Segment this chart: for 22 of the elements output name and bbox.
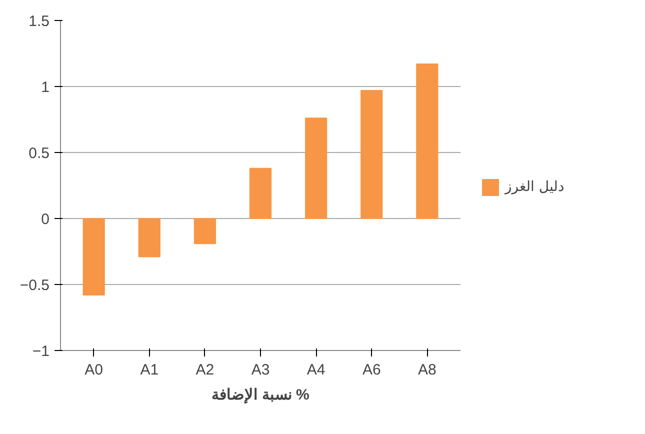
y-tick-label: −0.5 xyxy=(20,277,50,294)
y-tick-label: −1 xyxy=(32,343,50,360)
bar xyxy=(360,90,383,219)
bar xyxy=(194,218,216,244)
x-tick-label: A2 xyxy=(196,362,214,378)
x-tick-label: A8 xyxy=(418,362,436,378)
x-axis-title: نسبة الإضافة % xyxy=(212,386,310,404)
y-tick-label: 0.5 xyxy=(28,145,50,162)
bar xyxy=(249,168,272,219)
bar xyxy=(82,218,105,296)
x-tick-label: A6 xyxy=(362,362,381,378)
y-tick-label: 0 xyxy=(41,211,50,228)
bar xyxy=(305,118,328,219)
legend-label: دليل الغرز xyxy=(505,179,564,195)
bar xyxy=(138,218,160,258)
y-tick-label: 1 xyxy=(41,79,50,96)
bar xyxy=(416,64,438,219)
x-tick-label: A0 xyxy=(84,362,104,378)
x-tick-label: A3 xyxy=(251,362,270,378)
x-tick-label: A4 xyxy=(306,362,326,378)
y-tick-label: 1.5 xyxy=(28,13,50,30)
x-tick-label: A1 xyxy=(140,362,159,378)
